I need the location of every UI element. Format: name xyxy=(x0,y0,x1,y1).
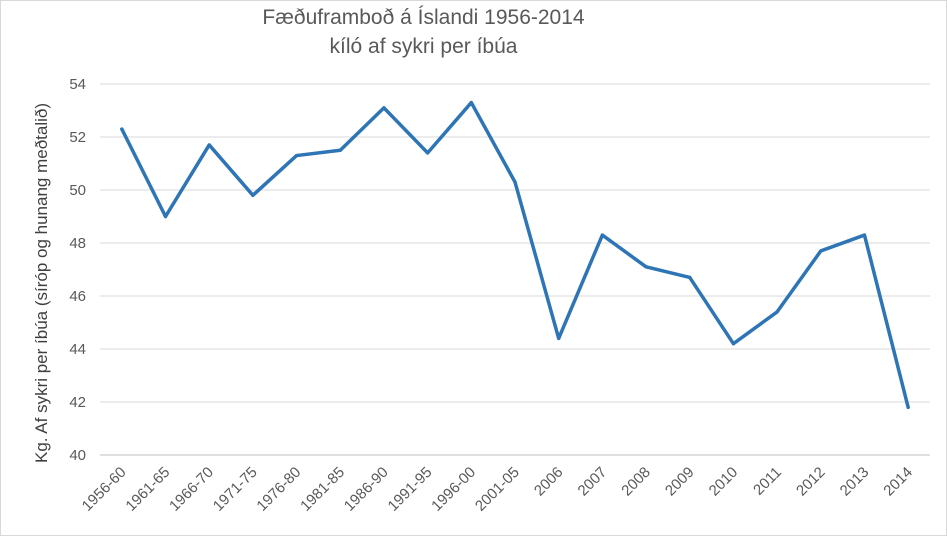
x-tick-label: 2001-05 xyxy=(472,464,523,515)
x-tick-label: 1961-65 xyxy=(122,464,173,515)
chart-title: Fæðuframboð á Íslandi 1956-2014 xyxy=(262,6,585,29)
x-tick-label: 2006 xyxy=(531,464,567,500)
data-point xyxy=(513,180,517,184)
data-point xyxy=(294,153,299,158)
y-tick-label: 46 xyxy=(69,288,86,305)
y-axis-ticks: 40 42 44 46 48 50 52 54 xyxy=(69,76,86,464)
data-point xyxy=(338,148,342,152)
data-point xyxy=(207,143,211,147)
x-tick-label: 1981-85 xyxy=(297,464,348,515)
y-tick-label: 42 xyxy=(69,394,86,411)
y-tick-label: 54 xyxy=(69,76,86,93)
data-point xyxy=(382,106,386,110)
x-tick-label: 2010 xyxy=(706,464,742,500)
data-point xyxy=(251,193,255,197)
x-tick-label: 2013 xyxy=(837,464,873,500)
series-line xyxy=(120,100,910,410)
data-point xyxy=(163,214,168,219)
data-point xyxy=(862,233,867,237)
series-group xyxy=(120,100,910,410)
y-tick-label: 44 xyxy=(69,341,86,358)
y-axis-label: Kg. Af sykri per íbúa (síróp og hunang m… xyxy=(32,103,51,463)
y-tick-label: 48 xyxy=(69,235,86,252)
x-tick-label: 1966-70 xyxy=(166,464,217,515)
data-point xyxy=(600,233,604,237)
x-tick-label: 1986-90 xyxy=(341,464,392,515)
x-tick-label: 2009 xyxy=(662,464,698,500)
data-point xyxy=(819,249,823,253)
x-tick-label: 1956-60 xyxy=(79,464,130,515)
data-point xyxy=(906,405,910,409)
x-tick-label: 1996-00 xyxy=(428,464,479,515)
chart-subtitle: kíló af sykri per íbúa xyxy=(329,35,518,58)
data-point xyxy=(688,275,692,280)
data-point xyxy=(557,336,561,340)
y-tick-label: 50 xyxy=(69,182,86,199)
x-tick-label: 1976-80 xyxy=(253,464,304,515)
x-tick-label: 2008 xyxy=(618,464,654,500)
data-point xyxy=(775,310,779,314)
x-tick-label: 2012 xyxy=(793,464,829,500)
x-axis-ticks: 1956-601961-651966-701971-751976-801981-… xyxy=(79,464,916,515)
x-tick-label: 1991-95 xyxy=(385,464,436,515)
data-point xyxy=(120,127,124,131)
x-tick-label: 2007 xyxy=(575,464,611,500)
x-tick-label: 2014 xyxy=(880,464,916,500)
x-tick-label: 1971-75 xyxy=(210,464,261,515)
x-tick-label: 2011 xyxy=(750,464,785,499)
data-point xyxy=(644,265,648,269)
y-tick-label: 52 xyxy=(69,129,86,146)
data-point xyxy=(469,100,473,105)
data-point xyxy=(426,151,430,155)
y-tick-label: 40 xyxy=(69,447,86,464)
data-point xyxy=(731,342,736,346)
gridlines xyxy=(100,83,930,456)
